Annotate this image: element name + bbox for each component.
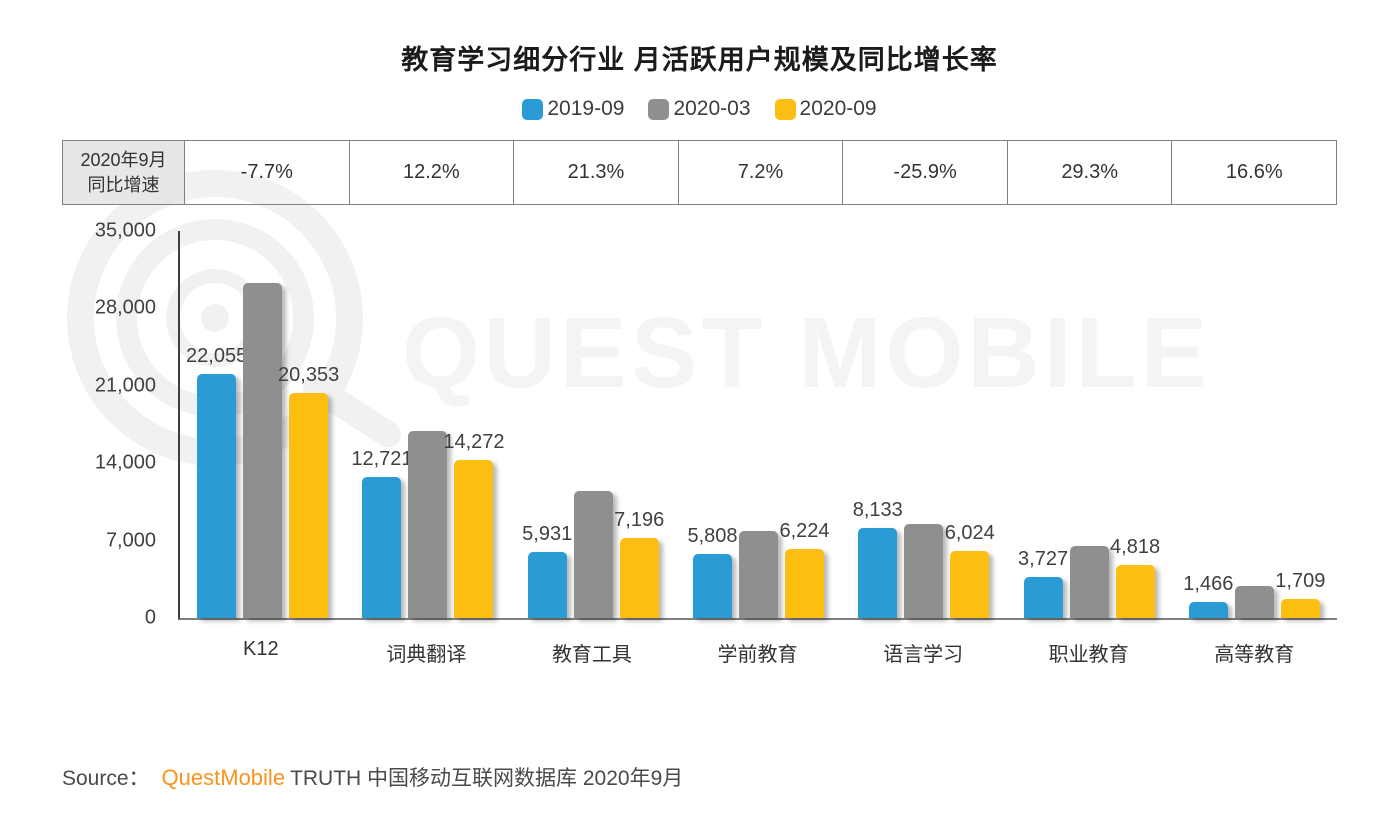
bar-value-label: 1,709: [1275, 570, 1326, 593]
x-category-label: K12: [242, 638, 279, 660]
bar-2020-09: 7,196: [614, 509, 664, 618]
bar-2020-03: [904, 524, 944, 618]
bar-value-label: 12,721: [351, 448, 413, 471]
x-category-label: 学前教育: [717, 644, 798, 666]
legend-swatch-gray: [648, 98, 670, 120]
questmobile-brand-name: QuestMobile: [161, 765, 286, 790]
growth-value-cell: 21.3%: [514, 141, 679, 204]
bar-value-label: 20,353: [278, 363, 340, 386]
growth-value-cell: 29.3%: [1008, 141, 1173, 204]
bar-2020-03: [243, 282, 283, 618]
bar-2019-09: 22,055: [186, 345, 247, 618]
bar-value-label: 6,024: [944, 522, 995, 545]
chart-legend: 2019-09 2020-03 2020-09: [0, 97, 1399, 121]
bar-value-label: 22,055: [186, 345, 248, 368]
x-category-label: 高等教育: [1214, 644, 1295, 666]
bar-group-词典翻译: 12,721 14,272: [345, 231, 510, 618]
bar-2020-03: [573, 490, 613, 618]
x-category-label: 教育工具: [551, 644, 632, 666]
chart-title: 教育学习细分行业 月活跃用户规模及同比增长率: [401, 45, 998, 75]
bar-2020-03: [408, 431, 448, 618]
y-tick-label: 35,000: [94, 219, 156, 242]
bar-group-职业教育: 3,727 4,818: [1006, 231, 1171, 618]
y-tick-label: 7,000: [105, 529, 156, 552]
bar-2019-09: 3,727: [1018, 548, 1068, 618]
bar-2019-09: 12,721: [351, 448, 413, 618]
bar-value-label: 1,466: [1183, 572, 1234, 595]
bar-value-label: 7,196: [614, 509, 665, 532]
questmobile-watermark-text: QUEST MOBILE: [402, 297, 1212, 409]
bar-value-label: 14,272: [443, 431, 505, 454]
bar-value-label: 4,818: [1110, 535, 1161, 558]
legend-item-2020-03: 2020-03: [648, 97, 751, 121]
bar-2020-09: 20,353: [278, 364, 339, 618]
bar-2019-09: 1,466: [1183, 573, 1233, 618]
growth-header-line2: 同比增速: [87, 174, 160, 195]
source-suffix: TRUTH 中国移动互联网数据库 2020年9月: [290, 767, 684, 790]
legend-swatch-blue: [522, 98, 544, 120]
source-prefix: Source：: [62, 767, 150, 790]
bar-value-label: 5,808: [687, 524, 738, 547]
bar-2020-09: 6,024: [945, 522, 995, 618]
y-tick-label: 21,000: [94, 374, 156, 397]
growth-header-line1: 2020年9月: [80, 150, 167, 171]
bar-value-label: 8,133: [852, 499, 903, 522]
bar-2020-09: 1,709: [1275, 570, 1325, 618]
legend-label: 2020-03: [673, 97, 751, 120]
bar-group-学前教育: 5,808 6,224: [676, 231, 841, 618]
bar-2020-03: [1234, 585, 1274, 618]
x-axis-labels: K12 词典翻译 教育工具 学前教育 语言学习 职业教育 高等教育: [178, 638, 1337, 667]
legend-label: 2020-09: [799, 97, 877, 120]
bar-2020-09: 14,272: [443, 431, 505, 618]
bar-group-教育工具: 5,931 7,196: [511, 231, 676, 618]
legend-swatch-yellow: [774, 98, 796, 120]
bar-2020-09: 4,818: [1110, 536, 1160, 618]
bar-group-语言学习: 8,133 6,024: [841, 231, 1006, 618]
x-category-label: 语言学习: [883, 644, 964, 666]
bar-value-label: 3,727: [1018, 547, 1069, 570]
growth-header-cell: 2020年9月 同比增速: [63, 141, 185, 204]
bar-group-高等教育: 1,466 1,709: [1172, 231, 1337, 618]
legend-label: 2019-09: [547, 97, 625, 120]
bar-value-label: 5,931: [522, 523, 573, 546]
x-category-label: 职业教育: [1048, 644, 1129, 666]
questmobile-logo-watermark-dot: [201, 304, 229, 332]
x-category-label: 词典翻译: [386, 644, 467, 666]
bar-2019-09: 5,931: [522, 523, 572, 618]
growth-value-cell: 12.2%: [350, 141, 515, 204]
y-axis: 0 7,000 14,000 21,000 28,000 35,000: [0, 220, 168, 629]
bar-2020-09: 6,224: [779, 520, 830, 618]
bar-2019-09: 5,808: [687, 525, 738, 618]
growth-value-cell: 16.6%: [1225, 161, 1283, 183]
legend-item-2019-09: 2019-09: [522, 97, 624, 121]
bar-2019-09: 8,133: [853, 499, 903, 618]
growth-value-cell: -7.7%: [185, 141, 350, 204]
plot-area: 22,055 20,353 12,721 14,272 5,931 7,196 5,808 6…: [178, 231, 1337, 620]
legend-item-2020-09: 2020-09: [774, 97, 877, 121]
bar-group-K12: 22,055 20,353: [180, 231, 345, 618]
y-tick-label: 28,000: [94, 296, 156, 319]
growth-value-cell: 7.2%: [679, 141, 844, 204]
bar-value-label: 6,224: [779, 520, 830, 543]
growth-value-cell: -25.9%: [843, 141, 1008, 204]
bar-2020-03: [1069, 546, 1109, 618]
y-tick-label: 0: [144, 606, 156, 629]
growth-rate-table: 2020年9月 同比增速 -7.7% 12.2% 21.3% 7.2% -25.9% 29…: [62, 140, 1337, 205]
y-tick-label: 14,000: [94, 451, 156, 474]
bar-2020-03: [738, 530, 778, 618]
source-line: Source： QuestMobile TRUTH 中国移动互联网数据库 202…: [62, 762, 683, 792]
